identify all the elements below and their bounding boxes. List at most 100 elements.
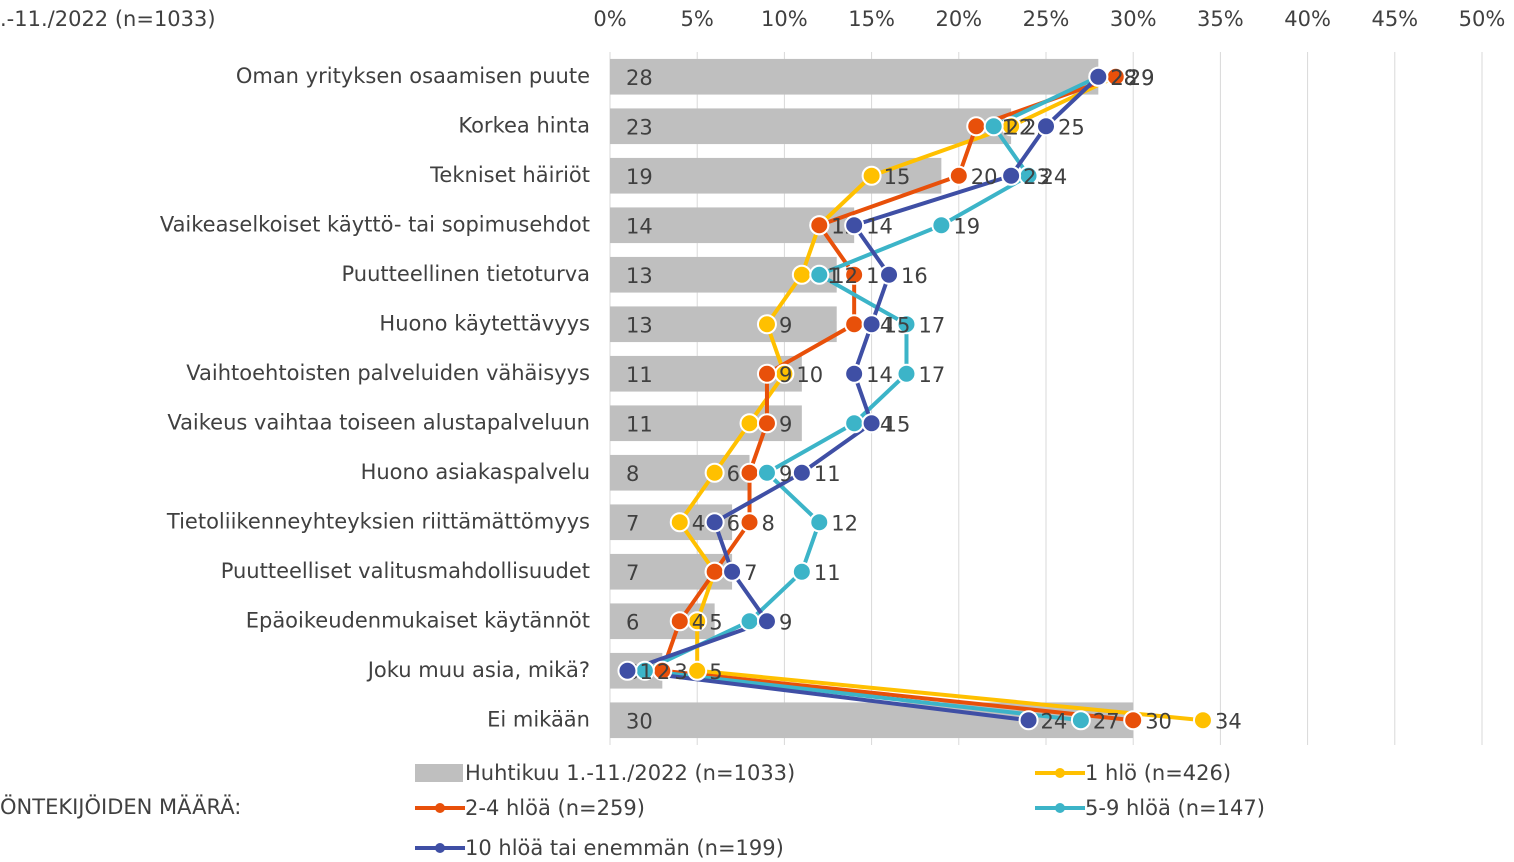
series-marker [791, 264, 812, 285]
series-marker [1036, 116, 1056, 137]
x-tick-label: 35% [1197, 7, 1244, 31]
series-marker [791, 462, 812, 483]
data-label: 25 [1058, 115, 1085, 139]
data-label: 24 [1041, 709, 1068, 733]
series-marker [879, 264, 900, 285]
data-label: 2 [657, 660, 670, 684]
series-marker [617, 660, 638, 681]
data-label: 4 [692, 610, 705, 634]
series-marker [756, 462, 777, 483]
series-marker [704, 512, 725, 533]
series-marker [1001, 165, 1022, 186]
data-label: 6 [727, 462, 740, 486]
bar-value-label: 30 [626, 709, 653, 733]
series-marker [669, 512, 690, 533]
series-marker [861, 413, 882, 434]
legend-label: 10 hlöä tai enemmän (n=199) [465, 836, 784, 860]
y-tick-label: Oman yrityksen osaamisen puute [236, 64, 590, 88]
data-label: 16 [901, 264, 928, 288]
series-marker [1018, 710, 1039, 731]
data-label: 27 [1093, 709, 1120, 733]
data-label: 15 [884, 313, 911, 337]
y-tick-label: Huono käytettävyys [379, 311, 590, 335]
series-marker [1088, 66, 1109, 87]
data-label: 10 [796, 363, 823, 387]
x-tick-label: 0% [593, 7, 626, 31]
y-tick-label: Vaikeus vaihtaa toiseen alustapalveluun [167, 410, 590, 434]
series-marker [756, 363, 777, 384]
bar [610, 454, 750, 491]
legend-label: 1 hlö (n=426) [1085, 761, 1231, 785]
y-tick-label: Epäoikeudenmukaiset käytännöt [246, 608, 590, 632]
series-marker [983, 116, 1004, 137]
data-label: 22 [1006, 115, 1033, 139]
series-marker [948, 165, 969, 186]
series-marker [722, 561, 743, 582]
data-label: 29 [1128, 66, 1155, 90]
y-tick-label: Vaikeaselkoiset käyttö- tai sopimusehdot [160, 212, 590, 236]
bar [610, 157, 942, 194]
series-marker [809, 512, 830, 533]
x-tick-label: 10% [761, 7, 808, 31]
y-tick-label: Tietoliikenneyhteyksien riittämättömyys [166, 509, 590, 533]
bar-value-label: 28 [626, 66, 653, 90]
series-marker [844, 363, 865, 384]
series-marker [739, 512, 760, 533]
series-marker [966, 116, 987, 137]
data-label: 17 [918, 313, 945, 337]
series-marker [756, 314, 777, 335]
data-label: 23 [1023, 165, 1050, 189]
data-label: 8 [762, 511, 775, 535]
series-marker [844, 314, 865, 335]
series-marker [704, 561, 725, 582]
legend-swatch [435, 843, 445, 853]
x-tick-label: 25% [1023, 7, 1070, 31]
bar-value-label: 7 [626, 561, 639, 585]
data-label: 34 [1215, 709, 1242, 733]
legend-swatch [415, 764, 463, 782]
legend-swatch [1055, 768, 1065, 778]
x-tick-label: 20% [935, 7, 982, 31]
bar-value-label: 19 [626, 165, 653, 189]
y-tick-label: Joku muu asia, mikä? [366, 658, 590, 682]
legend-title: ÖNTEKIJÖIDEN MÄÄRÄ: [0, 794, 241, 819]
bar [610, 58, 1099, 95]
series-marker [704, 462, 725, 483]
data-label: 12 [831, 511, 858, 535]
bar-value-label: 11 [626, 363, 653, 387]
series-marker [931, 215, 952, 236]
data-label: 29 [1128, 66, 1155, 90]
x-tick-label: 5% [681, 7, 714, 31]
y-tick-label: Korkea hinta [458, 113, 590, 137]
data-label: 3 [674, 660, 687, 684]
data-label: 28 [1110, 66, 1137, 90]
series-marker [669, 611, 690, 632]
series-marker [791, 561, 812, 582]
series-marker [896, 363, 917, 384]
data-label: 1 [639, 660, 652, 684]
y-tick-label: Vaihtoehtoisten palveluiden vähäisyys [186, 361, 590, 385]
data-label: 7 [744, 561, 757, 585]
bar-value-label: 13 [626, 264, 653, 288]
series-marker [844, 264, 865, 285]
x-tick-label: 45% [1371, 7, 1418, 31]
x-tick-label: 40% [1284, 7, 1331, 31]
series-marker [739, 462, 760, 483]
data-label: 6 [727, 511, 740, 535]
x-tick-label: 50% [1459, 7, 1506, 31]
data-label: 4 [692, 511, 705, 535]
y-tick-label: Ei mikään [487, 707, 590, 731]
data-label: 15 [884, 412, 911, 436]
legend-swatch [1055, 803, 1065, 813]
data-label: 17 [918, 363, 945, 387]
series-marker [1123, 710, 1144, 731]
y-tick-label: Puutteellinen tietoturva [342, 262, 590, 286]
data-label: 12 [831, 264, 858, 288]
data-label: 11 [814, 462, 841, 486]
legend-label: 5-9 hlöä (n=147) [1085, 796, 1265, 820]
data-label: 19 [953, 214, 980, 238]
x-tick-label: 15% [848, 7, 895, 31]
data-label: 14 [866, 363, 893, 387]
series-marker [756, 611, 777, 632]
